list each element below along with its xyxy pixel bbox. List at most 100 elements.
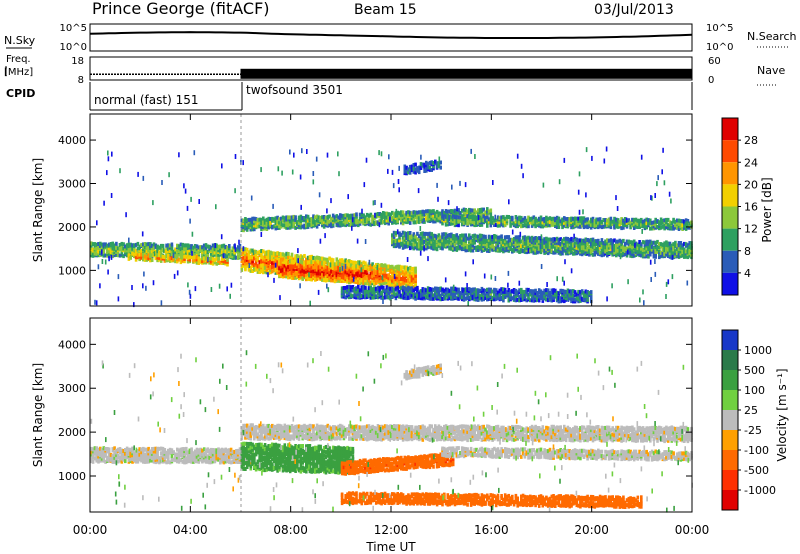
heatmap-cell — [133, 252, 136, 257]
heatmap-cell — [432, 241, 435, 246]
heatmap-cell — [351, 287, 355, 292]
heatmap-cell — [674, 219, 677, 224]
heatmap-cell — [498, 216, 502, 221]
heatmap-cell — [306, 221, 310, 226]
heatmap-cell — [380, 278, 383, 283]
heatmap-cell — [514, 235, 518, 240]
heatmap-cell — [534, 296, 537, 301]
heatmap-cell — [258, 263, 261, 268]
heatmap-cell — [652, 246, 656, 250]
heatmap-cell — [383, 273, 387, 278]
heatmap-cell — [555, 290, 559, 295]
heatmap-cell — [251, 248, 254, 253]
heatmap-cell — [240, 259, 244, 264]
heatmap-cell — [493, 223, 496, 227]
heatmap-cell — [527, 215, 530, 220]
heatmap-cell — [251, 259, 254, 264]
heatmap-cell — [486, 215, 489, 220]
heatmap-cell — [471, 234, 475, 239]
heatmap-cell — [222, 243, 226, 248]
heatmap-cell — [344, 288, 347, 293]
heatmap-cell — [437, 238, 441, 243]
heatmap-cell — [421, 236, 425, 241]
heatmap-cell — [374, 294, 378, 299]
heatmap-cell — [597, 241, 600, 246]
heatmap-cell — [666, 241, 670, 246]
heatmap-cell — [471, 217, 475, 222]
heatmap-cell — [342, 294, 346, 299]
heatmap-cell — [500, 237, 503, 241]
heatmap-cell — [579, 248, 582, 252]
heatmap-cell — [407, 239, 410, 244]
heatmap-cell — [396, 216, 399, 221]
heatmap-cell — [439, 286, 442, 291]
heatmap-cell — [443, 217, 446, 221]
heatmap-cell — [480, 248, 484, 253]
heatmap-cell — [559, 219, 562, 224]
heatmap-cell — [321, 277, 324, 282]
heatmap-cell — [450, 295, 453, 300]
heatmap-cell — [256, 255, 260, 260]
heatmap-cell — [111, 241, 115, 246]
heatmap-cell — [428, 240, 432, 245]
heatmap-cell — [443, 244, 446, 249]
heatmap-cell — [545, 239, 548, 244]
heatmap-cell — [552, 222, 555, 227]
heatmap-cell — [654, 247, 657, 252]
heatmap-cell — [297, 215, 301, 220]
heatmap-cell — [396, 243, 399, 248]
heatmap-cell — [425, 246, 428, 251]
heatmap-cell — [389, 212, 392, 217]
heatmap-cell — [125, 243, 129, 248]
heatmap-cell — [326, 268, 330, 273]
heatmap-cell — [686, 246, 690, 251]
heatmap-cell — [679, 249, 683, 254]
heatmap-cell — [403, 244, 407, 249]
heatmap-cell — [401, 265, 405, 270]
heatmap-cell — [365, 278, 369, 283]
heatmap-cell — [529, 216, 532, 221]
heatmap-cell — [365, 217, 369, 222]
heatmap-cell — [441, 245, 444, 250]
heatmap-cell — [378, 279, 382, 284]
heatmap-cell — [322, 263, 326, 268]
heatmap-cell — [580, 249, 584, 254]
heatmap-cell — [283, 253, 287, 258]
heatmap-cell — [443, 232, 446, 237]
heatmap-cell — [292, 257, 296, 262]
heatmap-cell — [281, 263, 285, 268]
heatmap-cell — [434, 240, 437, 244]
heatmap-cell — [317, 273, 321, 278]
heatmap-cell — [417, 214, 421, 219]
heatmap-cell — [681, 248, 684, 252]
heatmap-cell — [382, 288, 385, 293]
heatmap-cell — [435, 234, 439, 239]
heatmap-cell — [559, 251, 562, 256]
heatmap-cell — [602, 248, 605, 252]
heatmap-cell — [195, 250, 199, 254]
heatmap-cell — [489, 287, 493, 292]
heatmap-cell — [122, 246, 125, 251]
heatmap-cell — [102, 242, 106, 247]
heatmap-cell — [396, 278, 399, 283]
heatmap-cell — [265, 264, 269, 268]
heatmap-cell — [297, 217, 301, 222]
heatmap-cell — [550, 244, 554, 249]
heatmap-cell — [97, 242, 100, 246]
heatmap-cell — [511, 247, 514, 252]
heatmap-cell — [342, 265, 346, 270]
heatmap-cell — [563, 289, 566, 294]
heatmap-cell — [226, 245, 229, 250]
heatmap-cell — [405, 296, 408, 301]
heatmap-cell — [314, 219, 317, 224]
heatmap-cell — [595, 246, 598, 251]
heatmap-cell — [455, 239, 459, 244]
heatmap-cell — [91, 242, 95, 247]
heatmap-cell — [502, 215, 505, 220]
heatmap-cell — [107, 251, 111, 256]
heatmap-cell — [487, 209, 491, 214]
heatmap-cell — [654, 252, 657, 257]
heatmap-cell — [279, 216, 283, 221]
heatmap-cell — [267, 225, 270, 230]
